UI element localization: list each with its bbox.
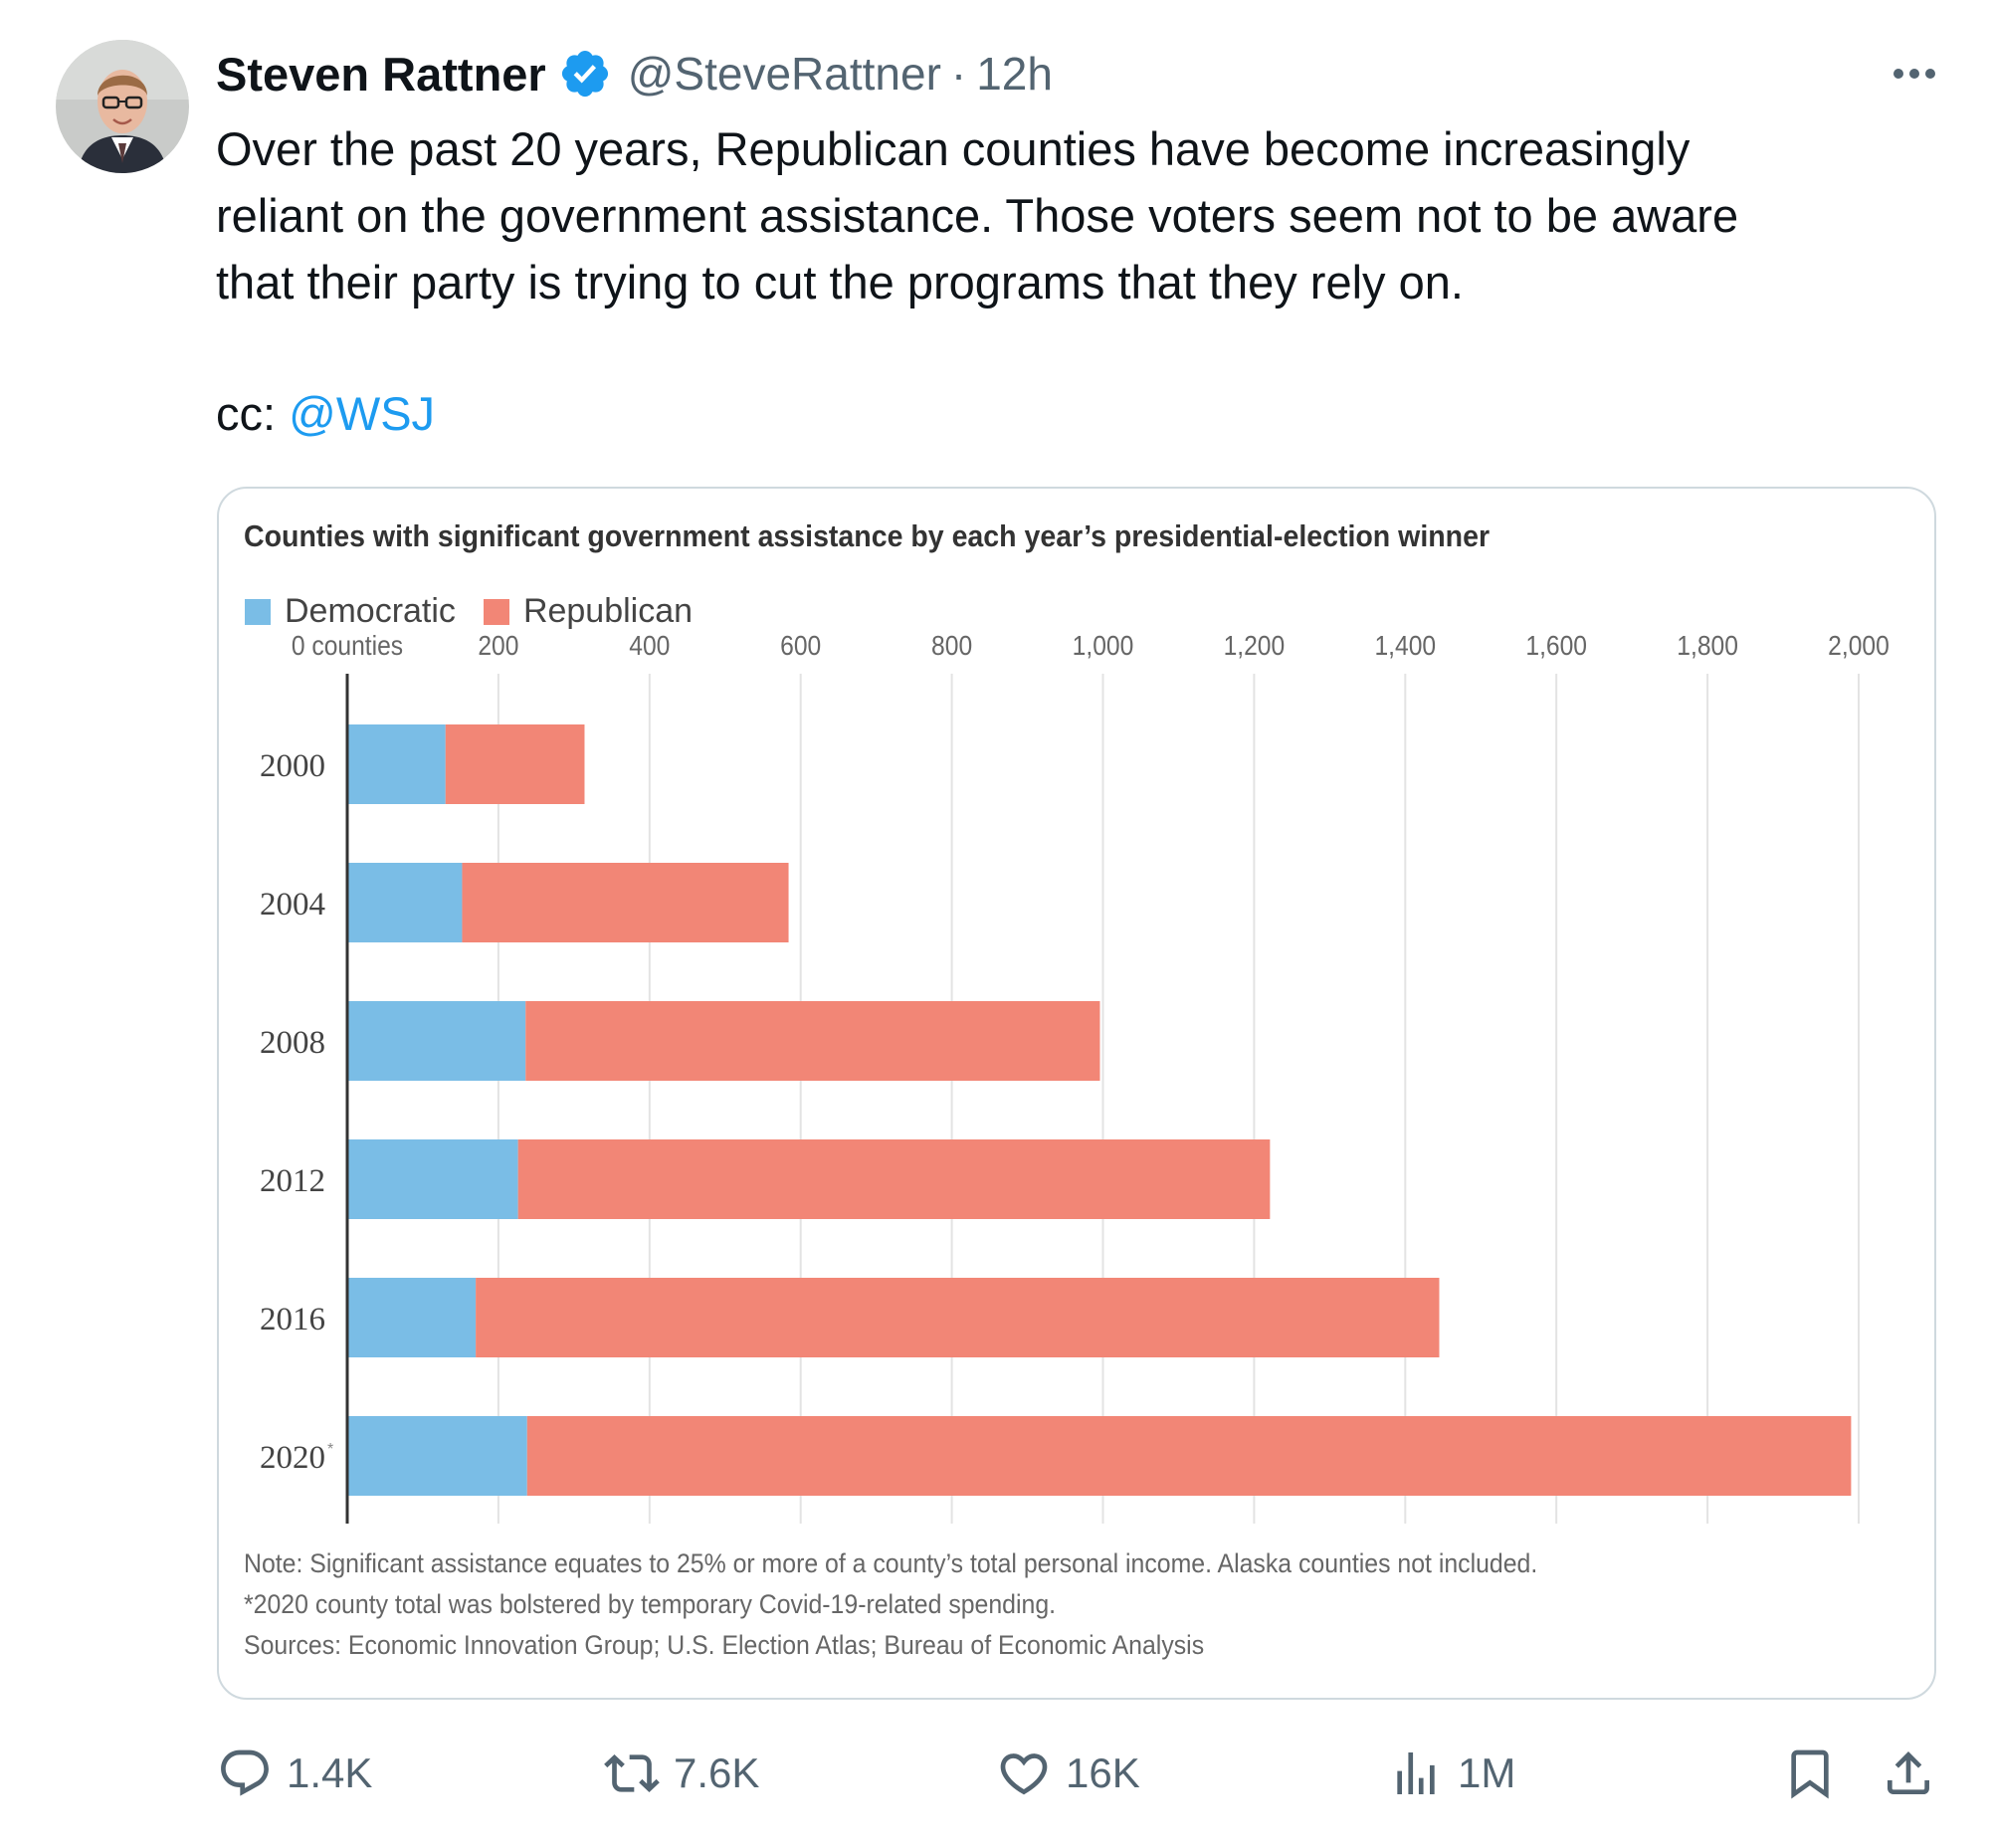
x-tick-label: 800	[931, 630, 972, 662]
share-icon	[1888, 1751, 1929, 1794]
author-handle[interactable]: @SteveRattner	[627, 48, 941, 100]
verified-badge-icon[interactable]	[558, 47, 612, 101]
y-category-label: 2020	[260, 1440, 325, 1476]
chart-sources: Sources: Economic Innovation Group; U.S.…	[244, 1630, 1205, 1660]
y-category-label: 2000	[260, 748, 325, 784]
cc-prefix: cc:	[216, 387, 290, 440]
like-button[interactable]: 16K	[996, 1744, 1140, 1803]
bar-republican-2000	[445, 724, 585, 804]
x-tick-label: 1,000	[1073, 630, 1134, 662]
chart-footnote: *2020 county total was bolstered by temp…	[244, 1589, 1057, 1619]
repost-icon	[604, 1754, 660, 1792]
bar-democratic-2020	[347, 1416, 527, 1496]
x-tick-label: 1,600	[1525, 630, 1587, 662]
tweet-text-line: reliant on the government assistance. Th…	[216, 189, 1739, 242]
bar-republican-2016	[476, 1278, 1440, 1357]
repost-count: 7.6K	[674, 1749, 760, 1796]
bar-republican-2020	[526, 1416, 1852, 1496]
tweet-text-line: Over the past 20 years, Republican count…	[216, 122, 1691, 175]
chart-note: Note: Significant assistance equates to …	[244, 1548, 1538, 1578]
x-tick-label: 1,800	[1677, 630, 1738, 662]
chart-title: Counties with significant government ass…	[244, 518, 1491, 553]
views-icon	[1397, 1752, 1435, 1794]
timestamp[interactable]: 12h	[976, 48, 1053, 100]
x-tick-label: 400	[629, 630, 670, 662]
legend-item-democratic: Democratic	[245, 592, 456, 631]
x-tick-label: 200	[478, 630, 518, 662]
share-button[interactable]	[1881, 1744, 1936, 1803]
avatar-image	[56, 40, 189, 173]
heart-icon	[1000, 1753, 1048, 1795]
tweet-text: Over the past 20 years, Republican count…	[216, 115, 1947, 315]
y-category-label: 2004	[260, 887, 325, 923]
y-category-label: 2012	[260, 1163, 325, 1199]
wsj-mention-link[interactable]: @WSJ	[289, 387, 436, 440]
bar-republican-2012	[517, 1139, 1271, 1219]
tweet-text-line: that their party is trying to cut the pr…	[216, 256, 1464, 308]
bar-republican-2004	[462, 863, 789, 942]
bar-democratic-2000	[347, 724, 446, 804]
reply-icon	[221, 1749, 269, 1796]
category-footnote-mark: *	[327, 1441, 333, 1458]
bookmark-icon	[1791, 1749, 1829, 1799]
reply-button[interactable]: 1.4K	[217, 1744, 372, 1803]
legend-swatch-democratic	[245, 598, 271, 625]
bar-democratic-2008	[347, 1001, 526, 1081]
legend-label-democratic: Democratic	[285, 592, 456, 630]
chart-notes: Note: Significant assistance equates to …	[244, 1543, 1650, 1666]
reply-count: 1.4K	[287, 1749, 373, 1796]
x-tick-label: 1,400	[1374, 630, 1436, 662]
views-count: 1M	[1458, 1749, 1516, 1796]
legend-item-republican: Republican	[483, 592, 694, 631]
legend-label-republican: Republican	[522, 592, 694, 630]
y-category-label: 2008	[260, 1025, 325, 1061]
tweet-header: Steven Rattner @SteveRattner · 12h	[216, 42, 1053, 105]
bar-democratic-2004	[347, 863, 463, 942]
bar-democratic-2012	[347, 1139, 518, 1219]
legend-swatch-republican	[483, 598, 509, 625]
chart-legend: Democratic Republican	[245, 592, 720, 631]
bookmark-button[interactable]	[1782, 1744, 1838, 1803]
author-name[interactable]: Steven Rattner	[216, 47, 546, 101]
avatar[interactable]	[56, 40, 189, 173]
bar-republican-2008	[525, 1001, 1100, 1081]
cc-line: cc: @WSJ	[216, 384, 435, 444]
x-tick-label: 1,200	[1224, 630, 1286, 662]
x-tick-label: 0 counties	[292, 630, 403, 662]
bar-chart: 0 counties 200 400 600 800 1,000 1,200 1,400 1,6…	[260, 630, 1890, 1524]
views-button[interactable]: 1M	[1388, 1744, 1515, 1803]
more-icon[interactable]	[1887, 56, 1942, 92]
chart-image-card[interactable]: Counties with significant government ass…	[217, 487, 1936, 1700]
bar-democratic-2016	[347, 1278, 477, 1357]
x-tick-label: 2,000	[1828, 630, 1890, 662]
x-tick-label: 600	[780, 630, 821, 662]
y-category-label: 2016	[260, 1302, 325, 1337]
repost-button[interactable]: 7.6K	[604, 1744, 759, 1803]
separator-dot: ·	[950, 48, 967, 100]
like-count: 16K	[1066, 1749, 1140, 1796]
